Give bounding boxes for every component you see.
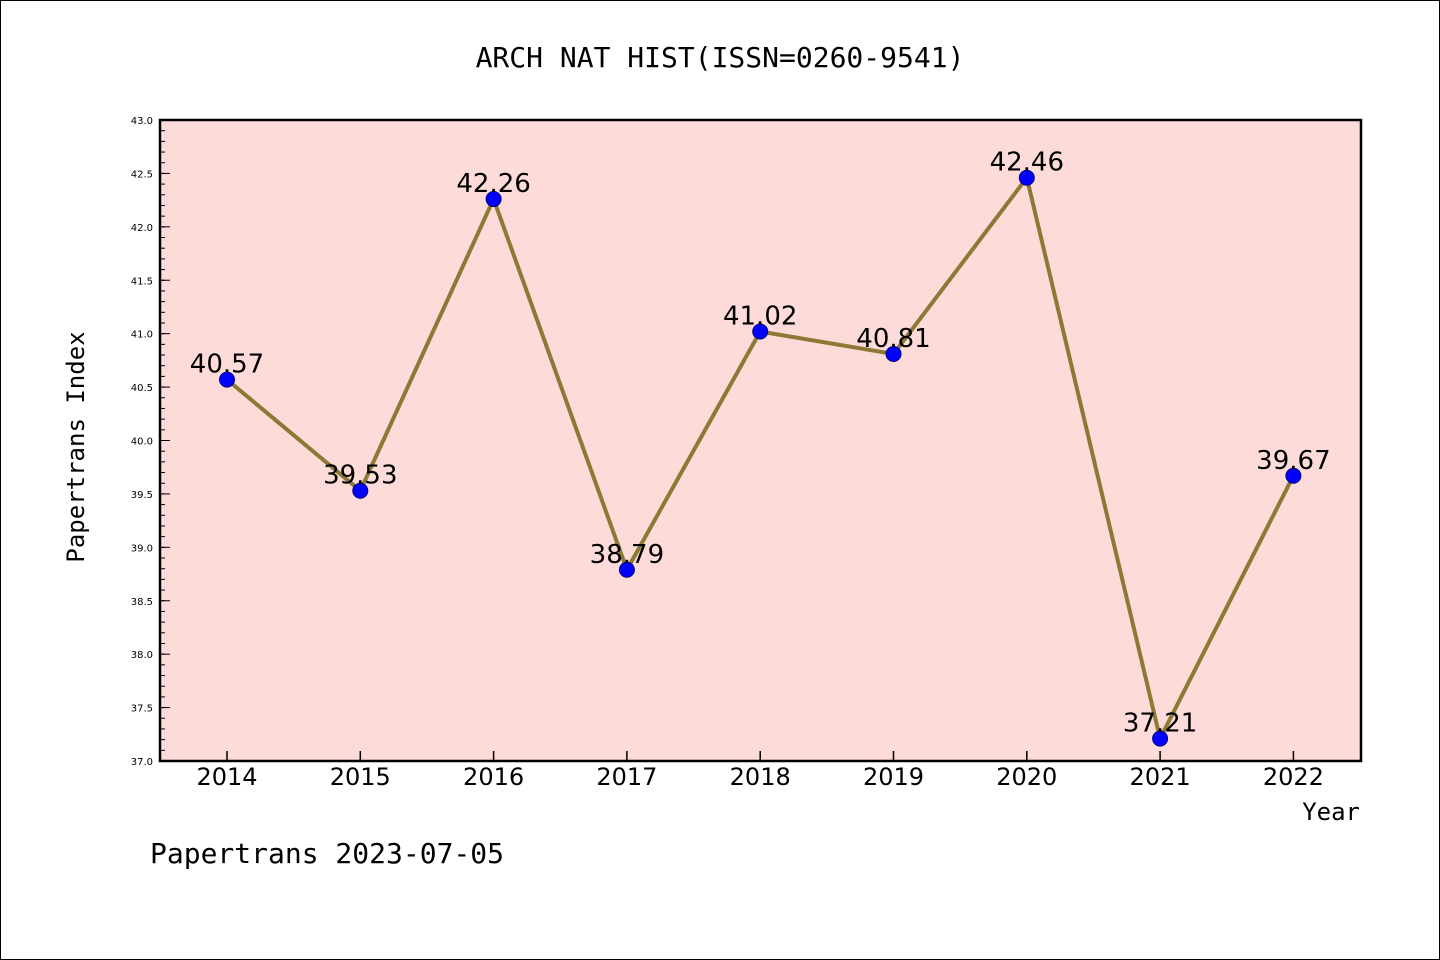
y-tick-label: 41.5 (131, 276, 153, 287)
data-label: 37.21 (1123, 709, 1197, 739)
plot-border (158, 118, 1363, 763)
data-label: 39.67 (1256, 446, 1330, 476)
data-point-marker (618, 561, 635, 578)
data-point-marker (1018, 169, 1035, 186)
data-label: 41.02 (723, 302, 797, 332)
data-label: 38.79 (590, 540, 664, 570)
data-point-marker (219, 371, 235, 388)
data-point-marker (752, 323, 769, 340)
y-tick-label: 40.0 (131, 437, 153, 448)
y-tick-label: 41.0 (131, 330, 153, 341)
data-point-marker (1285, 467, 1302, 484)
data-point-marker (485, 191, 502, 208)
y-tick-label: 38.5 (131, 597, 153, 608)
y-tick-label: 39.0 (131, 543, 153, 554)
data-label: 42.46 (990, 148, 1064, 178)
y-tick-label: 42.5 (131, 169, 153, 180)
x-tick-label: 2016 (463, 763, 524, 791)
x-tick-label: 2015 (330, 763, 391, 791)
y-tick-label: 40.5 (131, 383, 153, 394)
data-label: 42.26 (456, 169, 530, 199)
y-tick-label: 43.0 (131, 116, 153, 127)
x-tick-label: 2022 (1263, 763, 1324, 791)
y-tick-label: 37.5 (131, 704, 153, 715)
x-tick-label: 2017 (596, 763, 657, 791)
footer-text: Papertrans 2023-07-05 (150, 837, 504, 870)
y-tick-label: 39.5 (131, 490, 153, 501)
data-point-marker (885, 345, 902, 362)
x-tick-label: 2019 (863, 763, 924, 791)
data-point-marker (352, 482, 369, 499)
y-tick-label: 38.0 (131, 650, 153, 661)
x-tick-label: 2018 (730, 763, 791, 791)
chart-title: ARCH NAT HIST(ISSN=0260-9541) (476, 41, 965, 74)
plot-area (160, 120, 1361, 761)
data-points (219, 169, 1302, 747)
x-axis-ticks: 2014 2015 2016 2017 2018 2019 2020 2021 2022 (196, 751, 1324, 791)
x-tick-label: 2021 (1130, 763, 1191, 791)
x-tick-label: 2020 (996, 763, 1057, 791)
y-axis-label: Papertrans Index (62, 331, 90, 562)
data-labels: 40.57 39.53 42.26 38.79 41.02 40.81 42.46 37.21… (190, 148, 1331, 739)
data-label: 40.81 (856, 324, 930, 354)
x-tick-label: 2014 (196, 763, 257, 791)
data-label: 40.57 (190, 350, 264, 380)
data-label: 39.53 (323, 461, 397, 491)
y-tick-label: 37.0 (131, 757, 153, 768)
x-axis-label: Year (1302, 798, 1360, 826)
y-major-ticks: 37.0 37.5 38.0 38.5 39.0 39.5 40.0 40.5 41.0 41.5… (131, 116, 170, 768)
y-tick-label: 42.0 (131, 223, 153, 234)
data-point-marker (1152, 730, 1169, 747)
